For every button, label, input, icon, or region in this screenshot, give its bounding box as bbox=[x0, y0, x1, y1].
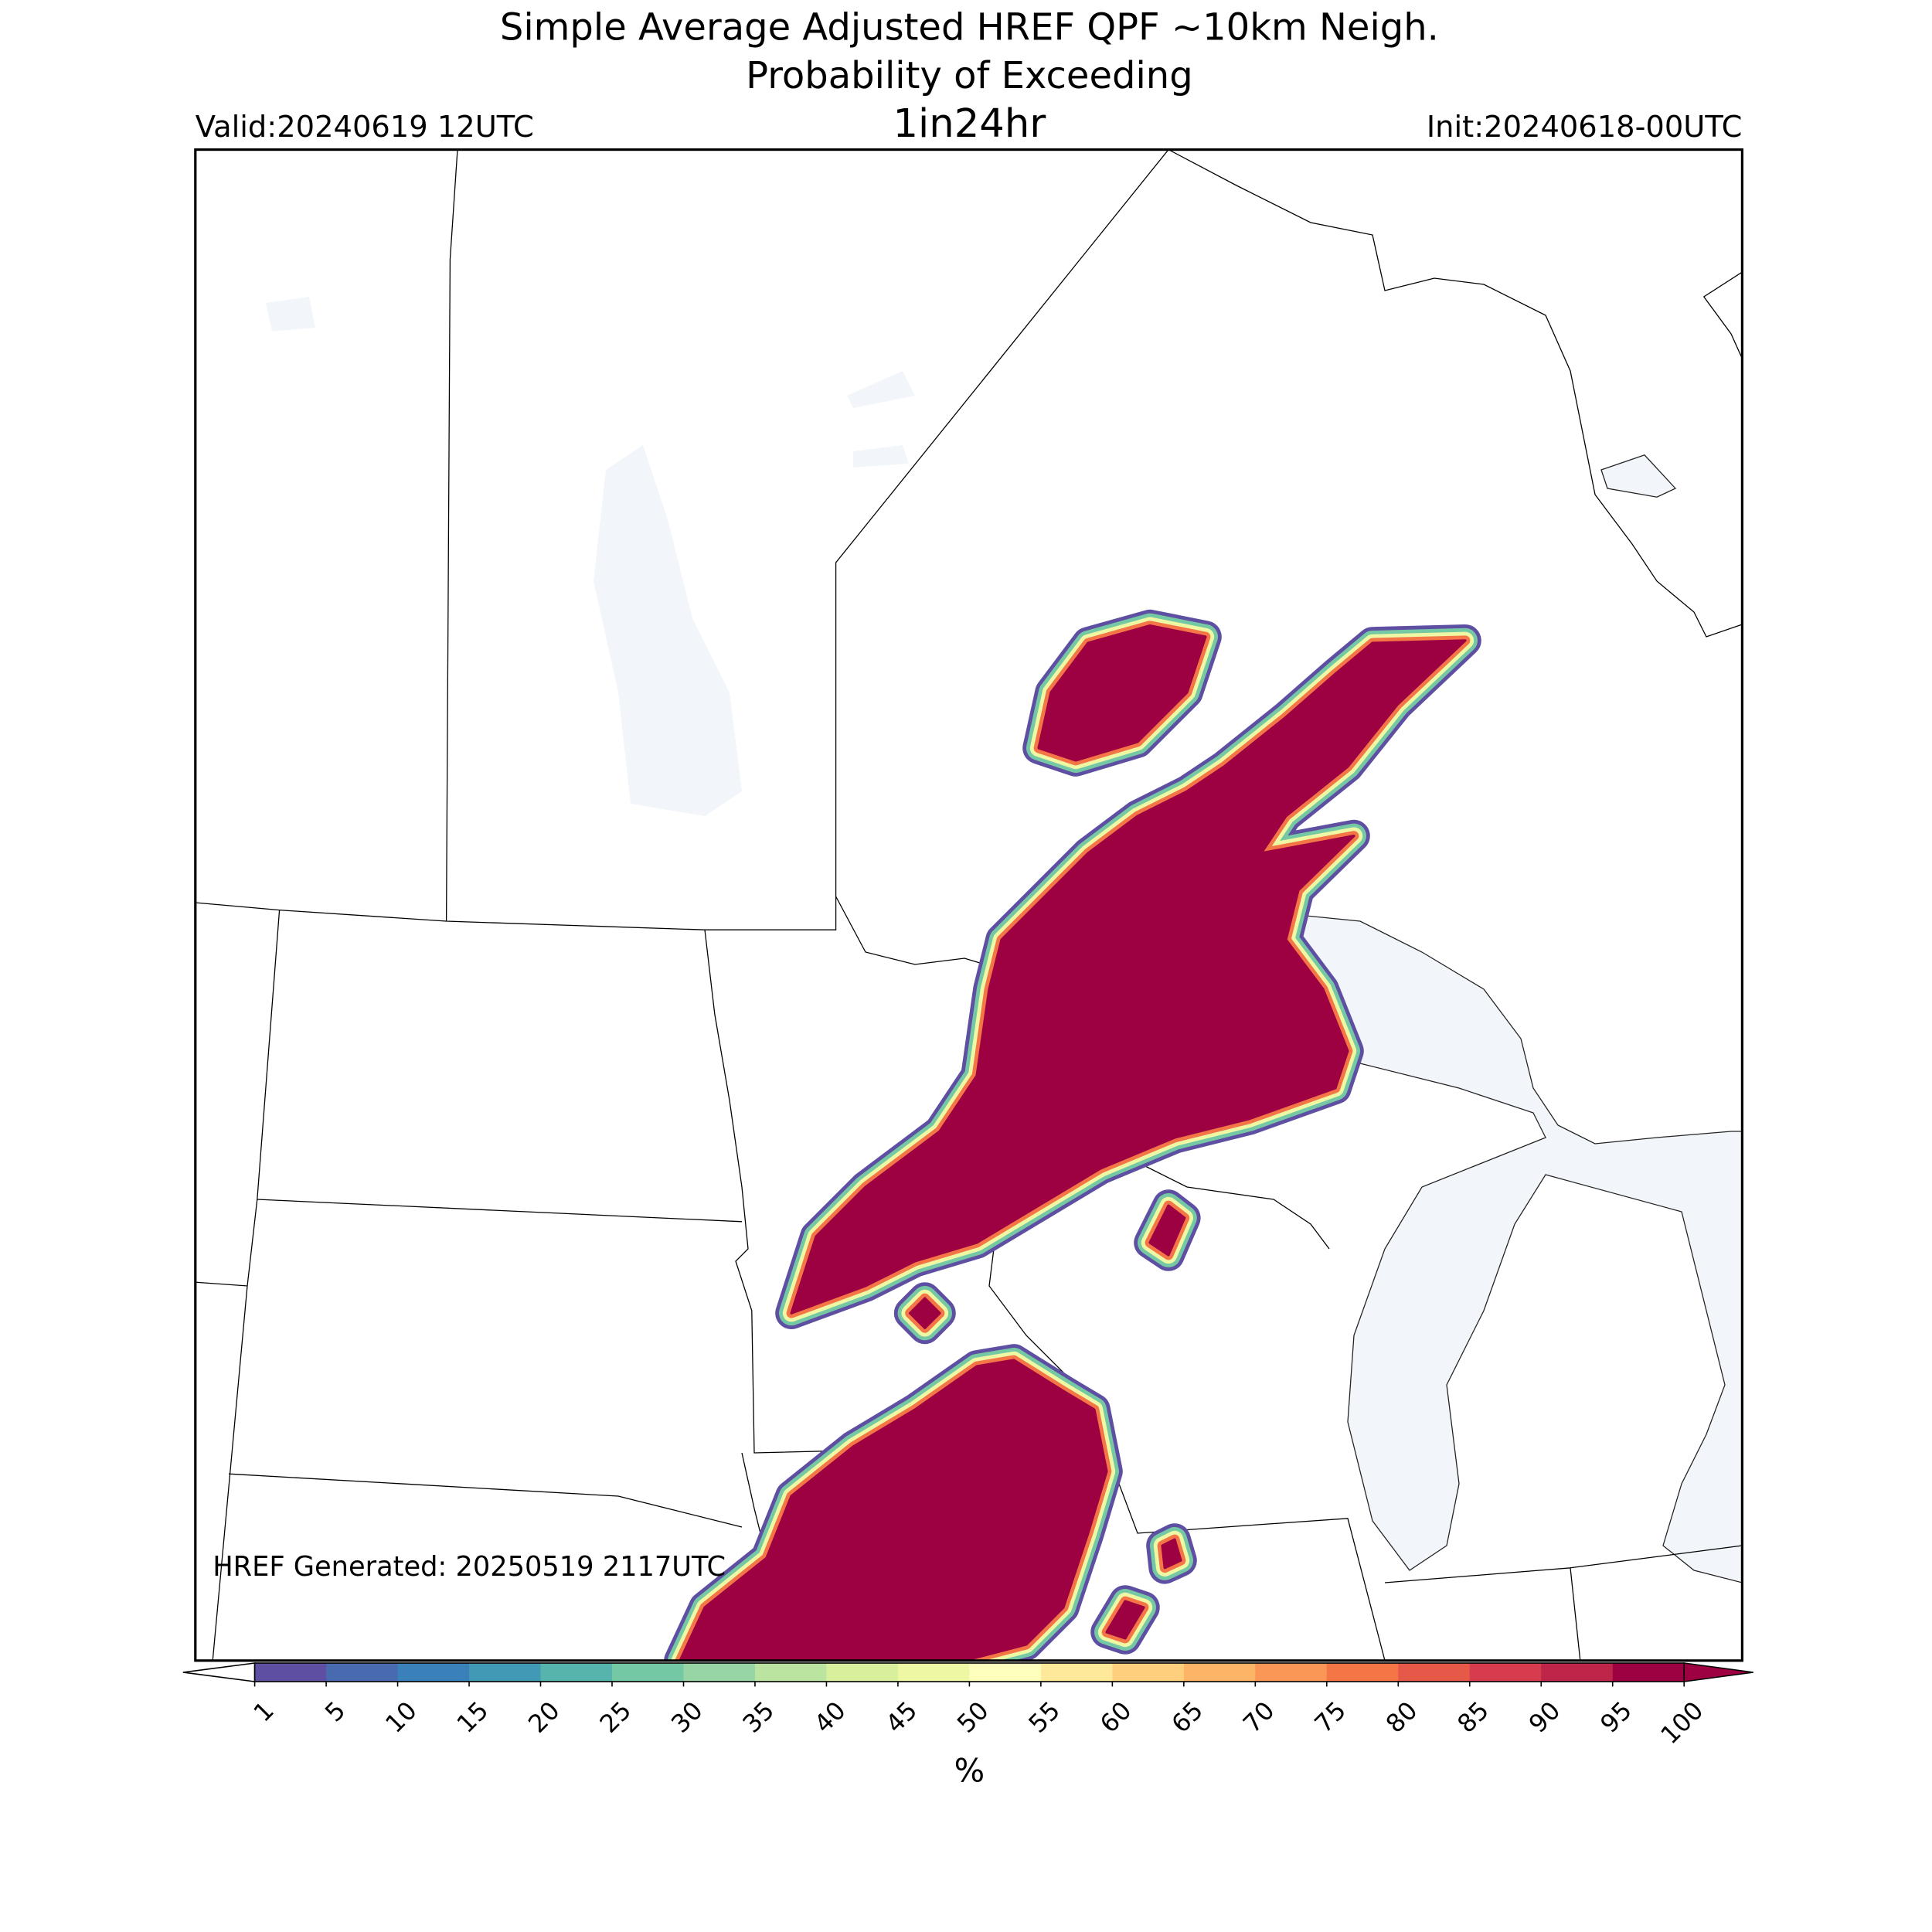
colorbar-tick-label: 90 bbox=[1523, 1696, 1566, 1739]
colorbar-tick-label: 50 bbox=[951, 1696, 995, 1739]
colorbar-tick-label: 20 bbox=[522, 1696, 566, 1739]
colorbar-segment bbox=[1040, 1663, 1113, 1682]
lake bbox=[1600, 454, 1677, 498]
lake bbox=[594, 445, 742, 816]
colorbar-tick-label: 35 bbox=[737, 1696, 781, 1739]
colorbar-tick-label: 40 bbox=[808, 1696, 852, 1739]
colorbar-tick-label: 1 bbox=[248, 1696, 280, 1727]
colorbar-segment bbox=[1183, 1663, 1256, 1682]
colorbar-tick-label: 70 bbox=[1237, 1696, 1281, 1739]
colorbar-segment bbox=[683, 1663, 756, 1682]
colorbar-segment bbox=[1112, 1663, 1185, 1682]
probability-core bbox=[679, 1359, 1108, 1661]
colorbar-tick-label: 5 bbox=[319, 1696, 351, 1727]
probability-core bbox=[1105, 1600, 1145, 1640]
lake bbox=[266, 297, 915, 468]
colorbar-tick-label: 95 bbox=[1594, 1696, 1638, 1739]
colorbar-segment bbox=[612, 1663, 684, 1682]
probability-core bbox=[909, 1297, 941, 1329]
colorbar-segment bbox=[1541, 1663, 1614, 1682]
colorbar-label: % bbox=[954, 1751, 985, 1789]
colorbar-segment bbox=[754, 1663, 827, 1682]
colorbar-segment bbox=[1326, 1663, 1399, 1682]
colorbar-tick-label: 55 bbox=[1022, 1696, 1066, 1739]
state-border bbox=[704, 896, 1743, 1661]
colorbar-segment bbox=[826, 1663, 899, 1682]
colorbar: 1 5 10 15 20 25 30 35 40 45 50 55 60 65 70 75 80 85 90 95 10… bbox=[182, 1662, 1753, 1750]
colorbar-segment bbox=[540, 1663, 613, 1682]
colorbar-tick-label: 15 bbox=[451, 1696, 495, 1739]
colorbar-segment bbox=[1255, 1663, 1328, 1682]
subtitle: Probability of Exceeding bbox=[746, 54, 1193, 97]
colorbar-extend-low bbox=[182, 1662, 256, 1682]
state-border bbox=[195, 149, 1169, 1661]
colorbar-segment bbox=[969, 1663, 1042, 1682]
map-frame bbox=[194, 148, 1743, 1662]
colorbar-tick-label: 100 bbox=[1655, 1696, 1709, 1750]
colorbar-segment bbox=[1612, 1663, 1685, 1682]
coastline bbox=[1168, 149, 1743, 638]
colorbar-segment bbox=[1398, 1663, 1471, 1682]
probability-core bbox=[1148, 1204, 1186, 1257]
colorbar-tick-label: 80 bbox=[1380, 1696, 1423, 1739]
colorbar-segment bbox=[254, 1663, 327, 1682]
probability-core bbox=[1037, 624, 1207, 762]
probability-core bbox=[1161, 1538, 1182, 1570]
generated-note: HREF Generated: 20250519 2117UTC bbox=[213, 1551, 726, 1583]
colorbar-tick-label: 65 bbox=[1165, 1696, 1209, 1739]
colorbar-tick-label: 85 bbox=[1451, 1696, 1495, 1739]
valid-time: Valid:20240619 12UTC bbox=[196, 110, 534, 145]
probability-field bbox=[664, 609, 1481, 1661]
init-time: Init:20240618-00UTC bbox=[1427, 110, 1743, 145]
colorbar-segment bbox=[897, 1663, 970, 1682]
colorbar-segment bbox=[326, 1663, 399, 1682]
colorbar-segment bbox=[1469, 1663, 1542, 1682]
colorbar-tick-label: 75 bbox=[1308, 1696, 1352, 1739]
colorbar-tick-label: 25 bbox=[594, 1696, 638, 1739]
probability-core bbox=[790, 639, 1467, 1315]
threshold: 1in24hr bbox=[893, 100, 1046, 147]
colorbar-tick-label: 30 bbox=[665, 1696, 709, 1739]
colorbar-extend-high bbox=[1683, 1662, 1753, 1682]
colorbar-tick-label: 10 bbox=[379, 1696, 423, 1739]
map bbox=[195, 149, 1743, 1661]
colorbar-tick-label: 60 bbox=[1094, 1696, 1138, 1739]
colorbar-segment bbox=[469, 1663, 541, 1682]
colorbar-segment bbox=[397, 1663, 470, 1682]
colorbar-tick-label: 45 bbox=[879, 1696, 923, 1739]
title: Simple Average Adjusted HREF QPF ~10km N… bbox=[500, 5, 1439, 49]
